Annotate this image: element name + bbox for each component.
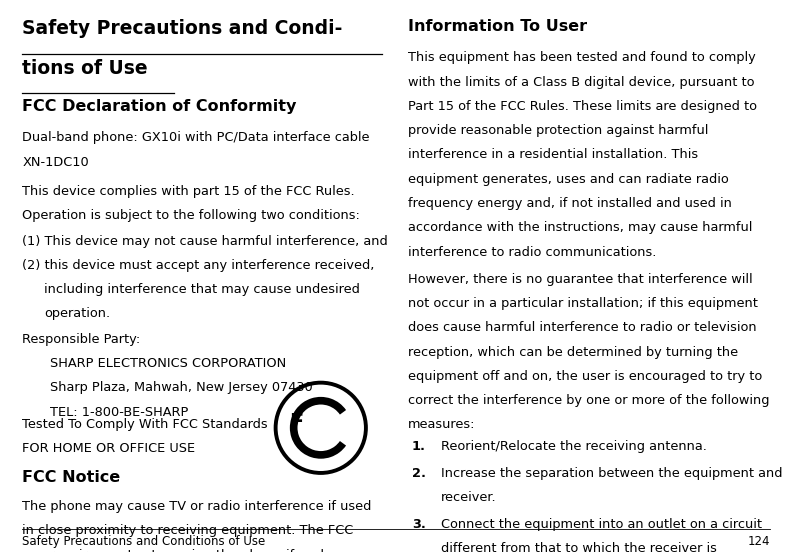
Text: (2) this device must accept any interference received,: (2) this device must accept any interfer… [22, 259, 375, 272]
Text: with the limits of a Class B digital device, pursuant to: with the limits of a Class B digital dev… [408, 76, 755, 89]
Text: The phone may cause TV or radio interference if used: The phone may cause TV or radio interfer… [22, 500, 371, 513]
Text: correct the interference by one or more of the following: correct the interference by one or more … [408, 394, 769, 407]
Text: FCC Notice: FCC Notice [22, 470, 120, 485]
Text: can require you to stop using the phone if such: can require you to stop using the phone … [22, 549, 329, 552]
Text: operation.: operation. [44, 307, 110, 321]
Text: Safety Precautions and Condi-: Safety Precautions and Condi- [22, 19, 343, 38]
Text: different from that to which the receiver is: different from that to which the receive… [441, 542, 717, 552]
Text: in close proximity to receiving equipment. The FCC: in close proximity to receiving equipmen… [22, 524, 353, 538]
Text: Responsible Party:: Responsible Party: [22, 333, 140, 346]
Text: interference to radio communications.: interference to radio communications. [408, 246, 657, 259]
Text: Information To User: Information To User [408, 19, 587, 34]
Text: frequency energy and, if not installed and used in: frequency energy and, if not installed a… [408, 197, 732, 210]
Text: tions of Use: tions of Use [22, 59, 148, 78]
Text: interference in a residential installation. This: interference in a residential installati… [408, 148, 698, 162]
Text: XN-1DC10: XN-1DC10 [22, 156, 89, 169]
Text: Connect the equipment into an outlet on a circuit: Connect the equipment into an outlet on … [441, 518, 762, 531]
Text: accordance with the instructions, may cause harmful: accordance with the instructions, may ca… [408, 221, 752, 235]
Text: This equipment has been tested and found to comply: This equipment has been tested and found… [408, 51, 756, 65]
Text: 124: 124 [748, 535, 770, 549]
Text: Tested To Comply With FCC Standards: Tested To Comply With FCC Standards [22, 418, 268, 431]
Text: receiver.: receiver. [441, 491, 497, 505]
Text: 3.: 3. [412, 518, 426, 531]
Text: equipment off and on, the user is encouraged to try to: equipment off and on, the user is encour… [408, 370, 762, 383]
Text: does cause harmful interference to radio or television: does cause harmful interference to radio… [408, 321, 756, 335]
Text: reception, which can be determined by turning the: reception, which can be determined by tu… [408, 346, 738, 359]
Text: F: F [289, 413, 303, 433]
Text: equipment generates, uses and can radiate radio: equipment generates, uses and can radiat… [408, 173, 729, 186]
Text: measures:: measures: [408, 418, 475, 432]
Text: Sharp Plaza, Mahwah, New Jersey 07430: Sharp Plaza, Mahwah, New Jersey 07430 [50, 381, 313, 395]
Text: Increase the separation between the equipment and: Increase the separation between the equi… [441, 467, 782, 480]
Text: Dual-band phone: GX10i with PC/Data interface cable: Dual-band phone: GX10i with PC/Data inte… [22, 131, 370, 145]
Text: TEL: 1-800-BE-SHARP: TEL: 1-800-BE-SHARP [50, 406, 188, 419]
Text: 2.: 2. [412, 467, 426, 480]
Text: (1) This device may not cause harmful interference, and: (1) This device may not cause harmful in… [22, 235, 388, 248]
Text: FCC Declaration of Conformity: FCC Declaration of Conformity [22, 99, 296, 114]
Text: Part 15 of the FCC Rules. These limits are designed to: Part 15 of the FCC Rules. These limits a… [408, 100, 757, 113]
Text: Reorient/Relocate the receiving antenna.: Reorient/Relocate the receiving antenna. [441, 440, 707, 454]
Text: However, there is no guarantee that interference will: However, there is no guarantee that inte… [408, 273, 752, 286]
Text: including interference that may cause undesired: including interference that may cause un… [44, 283, 360, 296]
Text: FOR HOME OR OFFICE USE: FOR HOME OR OFFICE USE [22, 442, 196, 455]
Text: SHARP ELECTRONICS CORPORATION: SHARP ELECTRONICS CORPORATION [50, 357, 286, 370]
Text: not occur in a particular installation; if this equipment: not occur in a particular installation; … [408, 297, 758, 310]
Text: Safety Precautions and Conditions of Use: Safety Precautions and Conditions of Use [22, 535, 265, 549]
Text: Operation is subject to the following two conditions:: Operation is subject to the following tw… [22, 209, 360, 222]
Text: This device complies with part 15 of the FCC Rules.: This device complies with part 15 of the… [22, 185, 355, 198]
Text: 1.: 1. [412, 440, 426, 454]
Text: provide reasonable protection against harmful: provide reasonable protection against ha… [408, 124, 708, 137]
